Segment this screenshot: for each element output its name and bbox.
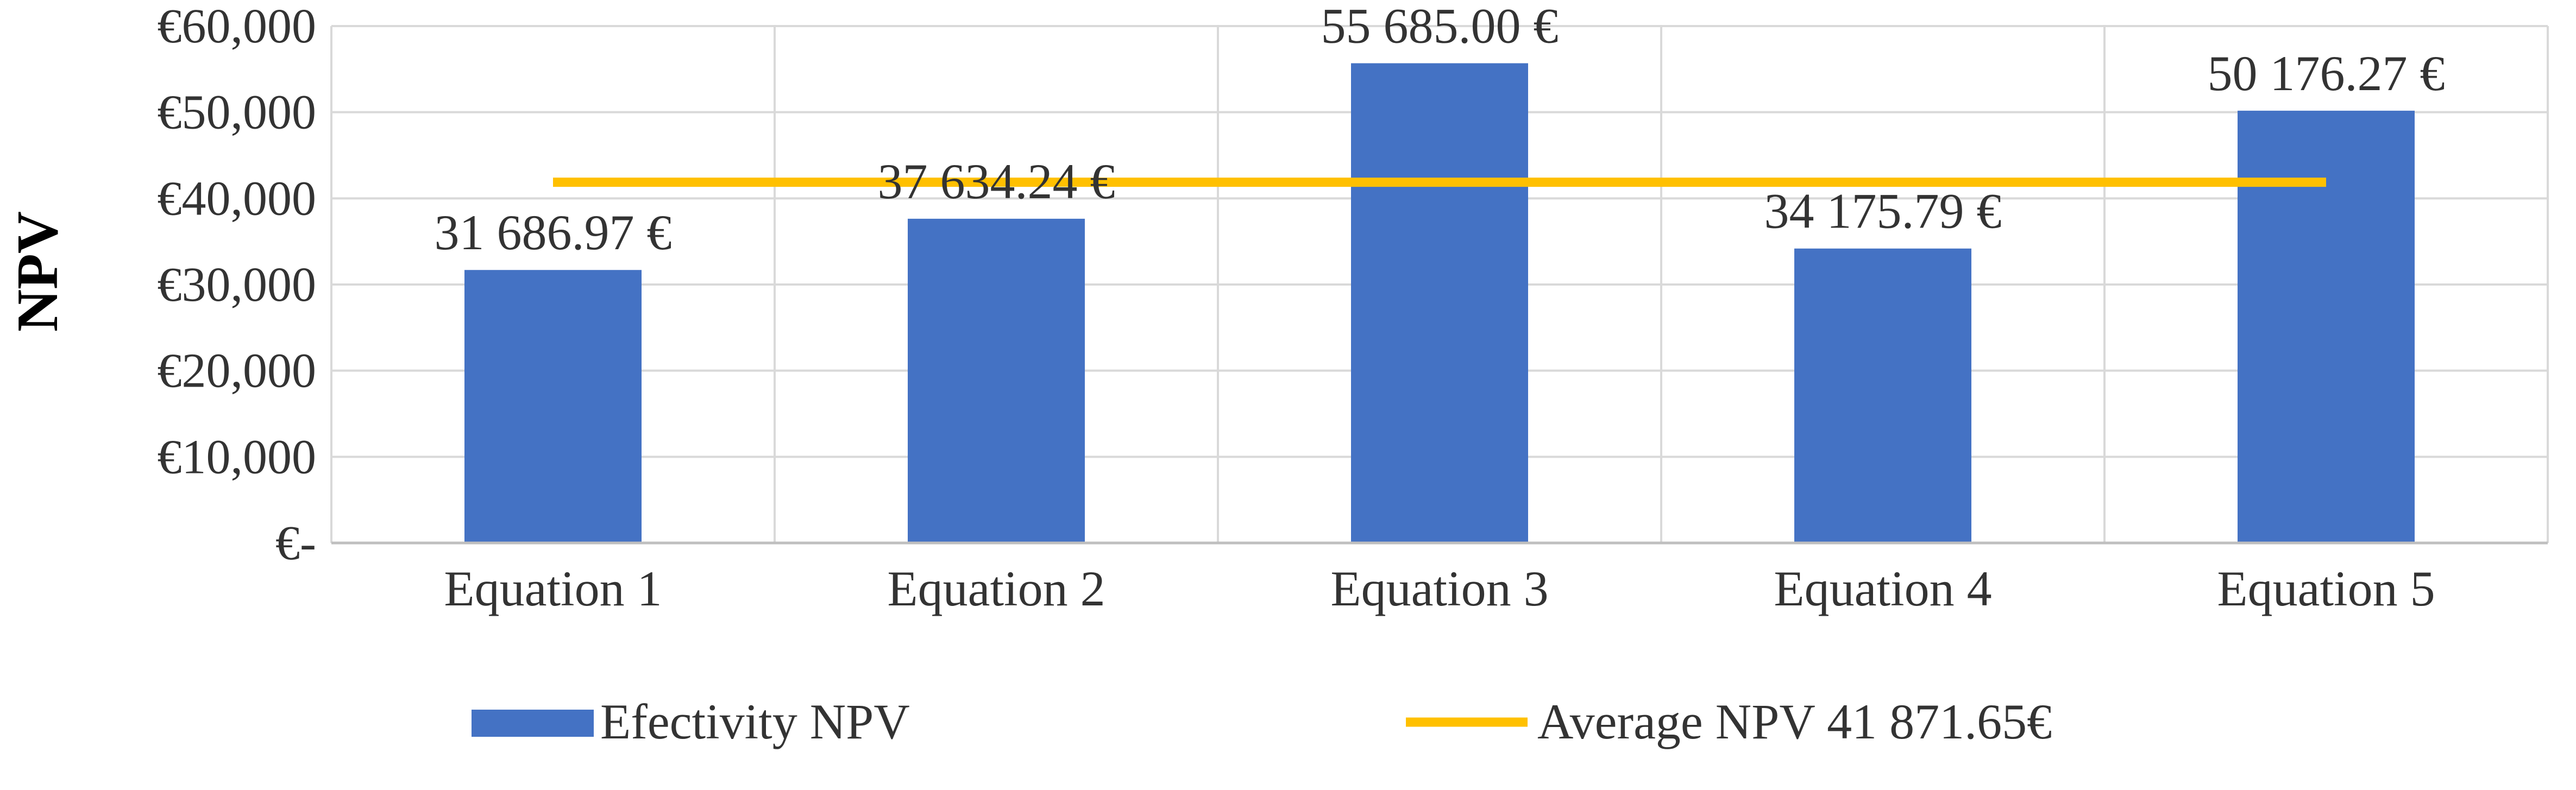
bar xyxy=(2238,110,2415,543)
x-tick-label: Equation 4 xyxy=(1774,561,1991,616)
x-tick-label: Equation 3 xyxy=(1330,561,1548,616)
legend-label-average-npv: Average NPV 41 871.65€ xyxy=(1537,694,2052,749)
bar xyxy=(1794,248,1971,543)
axis-layer: NPV €- €10,000 €20,000 €30,000 €40,000 €50,00… xyxy=(5,0,2548,616)
y-tick-label: €40,000 xyxy=(158,172,317,225)
bar xyxy=(464,270,642,543)
bar xyxy=(908,218,1085,543)
data-label: 55 685.00 € xyxy=(1321,0,1559,53)
y-tick-label: €60,000 xyxy=(158,0,317,53)
x-tick-label: Equation 2 xyxy=(887,561,1105,616)
x-tick-label: Equation 5 xyxy=(2217,561,2435,616)
bar xyxy=(1351,63,1528,543)
data-label: 50 176.27 € xyxy=(2208,46,2445,101)
y-tick-label: €20,000 xyxy=(158,344,317,398)
legend: Efectivity NPV Average NPV 41 871.65€ xyxy=(472,694,2052,749)
data-label: 34 175.79 € xyxy=(1764,184,2002,239)
y-tick-label: €- xyxy=(275,516,316,570)
y-tick-label: €10,000 xyxy=(158,430,317,484)
y-tick-label: €50,000 xyxy=(158,86,317,140)
y-axis-title: NPV xyxy=(5,211,70,332)
data-label: 31 686.97 € xyxy=(435,205,672,260)
bar-layer xyxy=(464,63,2415,543)
data-label: 37 634.24 € xyxy=(878,154,1115,209)
legend-swatch-efectivity-npv xyxy=(472,710,594,737)
x-tick-label: Equation 1 xyxy=(444,561,662,616)
legend-label-efectivity-npv: Efectivity NPV xyxy=(600,694,910,749)
y-tick-label: €30,000 xyxy=(158,258,317,312)
label-layer: 31 686.97 € 37 634.24 € 55 685.00 € 34 175.… xyxy=(435,0,2445,260)
